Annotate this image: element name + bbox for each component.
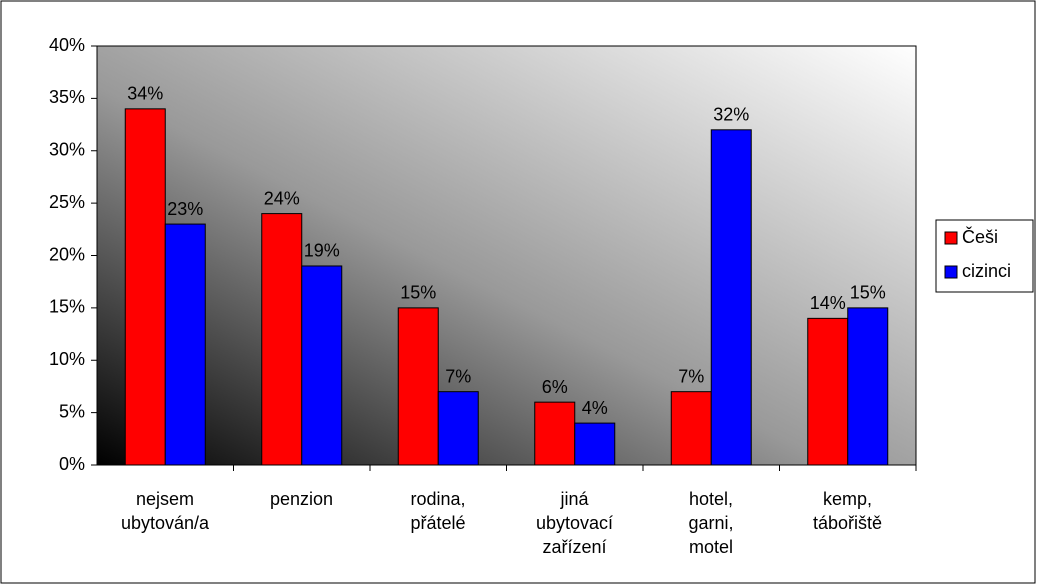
bar <box>807 317 849 466</box>
legend-label: Češi <box>962 226 998 247</box>
legend-label: cizinci <box>962 261 1011 281</box>
bar <box>574 422 616 466</box>
value-label: 15% <box>400 283 436 303</box>
value-label: 7% <box>445 366 471 386</box>
bar <box>397 307 439 466</box>
y-tick-label: 20% <box>49 244 85 264</box>
y-tick-label: 10% <box>49 349 85 369</box>
x-tick-label: kemp, tábořiště <box>812 489 883 533</box>
y-tick-label: 15% <box>49 297 85 317</box>
y-tick-label: 5% <box>59 401 85 421</box>
value-label: 24% <box>264 188 300 208</box>
value-label: 6% <box>542 377 568 397</box>
value-label: 4% <box>582 398 608 418</box>
bar <box>847 307 889 466</box>
value-label: 7% <box>678 366 704 386</box>
value-label: 15% <box>850 283 886 303</box>
x-tick-label: nejsem ubytován/a <box>120 489 210 533</box>
y-tick-label: 35% <box>49 87 85 107</box>
y-tick-label: 25% <box>49 192 85 212</box>
bar <box>534 401 576 466</box>
bar <box>670 391 712 466</box>
x-tick-label: penzion <box>269 489 334 509</box>
bar <box>437 391 479 466</box>
y-tick-label: 40% <box>49 35 85 55</box>
value-label: 34% <box>127 84 163 104</box>
value-label: 19% <box>304 241 340 261</box>
x-tick-label: jiná ubytovací zařízení <box>535 489 614 557</box>
value-label: 32% <box>713 105 749 125</box>
bar <box>164 223 206 466</box>
legend-swatch <box>944 231 958 245</box>
plot-area <box>96 45 917 466</box>
bar <box>301 265 343 466</box>
value-label: 14% <box>810 293 846 313</box>
bar <box>261 213 303 466</box>
bar <box>124 108 166 466</box>
bar <box>710 129 752 466</box>
legend-swatch <box>944 265 958 279</box>
value-label: 23% <box>167 199 203 219</box>
x-tick-label: rodina, přátelé <box>410 489 466 533</box>
y-tick-label: 0% <box>59 454 85 474</box>
x-tick-label: hotel, garni, motel <box>688 489 734 557</box>
y-tick-label: 30% <box>49 140 85 160</box>
